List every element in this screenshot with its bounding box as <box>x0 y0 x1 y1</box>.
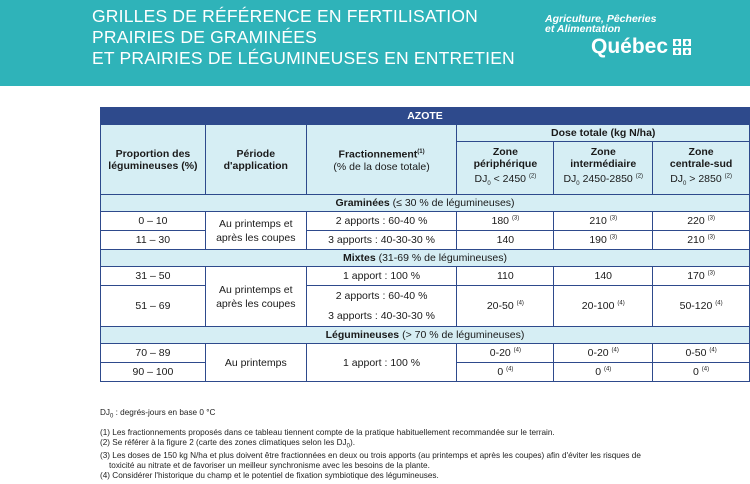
footnote-2: (2) Se référer à la figure 2 (carte des … <box>100 437 356 450</box>
periode-cell: Au printemps et après les coupes <box>204 211 307 250</box>
ministry-line-1: Agriculture, Pêcheries <box>545 13 657 25</box>
table-title: AZOTE <box>100 107 750 125</box>
table-row: 70 – 89 Au printemps 1 apport : 100 % 0-… <box>100 343 750 382</box>
header-dose-totale: Dose totale (kg N/ha) <box>456 124 750 142</box>
azote-reference-table: AZOTE Proportion des légumineuses (%) Pé… <box>100 107 750 382</box>
footnote-dj: DJ0 : degrés-jours en base 0 °C <box>100 408 216 420</box>
table-row: 0 – 10 Au printemps et après les coupes … <box>100 211 750 250</box>
table-row: 51 – 69 2 apports : 60-40 % 3 apports : 4… <box>100 285 750 327</box>
header-proportion: Proportion des légumineuses (%) <box>100 124 206 195</box>
header-zone-peripherique: Zone périphérique DJ0 < 2450 (2) <box>456 141 555 195</box>
footnotes: DJ0 : degrés-jours en base 0 °C (1) Les … <box>100 408 641 481</box>
periode-cell: Au printemps et après les coupes <box>204 266 307 327</box>
ministry-line-2: et Alimentation <box>545 23 621 35</box>
header-fractionnement: Fractionnement(1) (% de la dose totale) <box>305 124 458 195</box>
section-graminees: Graminées (≤ 30 % de légumineuses) <box>100 194 750 212</box>
quebec-wordmark: Québec <box>591 35 669 58</box>
periode-cell: Au printemps <box>204 343 307 382</box>
header-periode: Période d'application <box>204 124 307 195</box>
header-zone-centrale-sud: Zone centrale-sud DJ0 > 2850 (2) <box>652 141 750 195</box>
fleurdelise-flag-icon <box>673 39 692 55</box>
footnote-3: (3) Les doses de 150 kg N/ha et plus doi… <box>100 451 641 461</box>
page-header: GRILLES DE RÉFÉRENCE EN FERTILISATION PR… <box>0 0 750 86</box>
document-title: GRILLES DE RÉFÉRENCE EN FERTILISATION PR… <box>92 6 515 69</box>
section-mixtes: Mixtes (31-69 % de légumineuses) <box>100 249 750 267</box>
footnote-1: (1) Les fractionnements proposés dans ce… <box>100 427 555 437</box>
footnote-4: (4) Considérer l'historique du champ et … <box>100 471 439 481</box>
table-row: 31 – 50 Au printemps et après les coupes… <box>100 266 750 327</box>
footnote-3-cont: toxicité au nitrate et de favoriser un m… <box>109 461 430 471</box>
title-line-3: ET PRAIRIES DE LÉGUMINEUSES EN ENTRETIEN <box>92 48 515 68</box>
title-line-2: PRAIRIES DE GRAMINÉES <box>92 27 317 47</box>
table-row: 11 – 30 3 apports : 40-30-30 % 140 190 (… <box>100 230 750 250</box>
header-zone-intermediaire: Zone intermédiaire DJ0 2450-2850 (2) <box>553 141 654 195</box>
title-line-1: GRILLES DE RÉFÉRENCE EN FERTILISATION <box>92 6 478 26</box>
quebec-logo: Agriculture, Pêcheries et Alimentation Q… <box>545 13 692 58</box>
section-legumineuses: Légumineuses (> 70 % de légumineuses) <box>100 326 750 344</box>
table-row: 90 – 100 0 (4) 0 (4) 0 (4) <box>100 362 750 382</box>
